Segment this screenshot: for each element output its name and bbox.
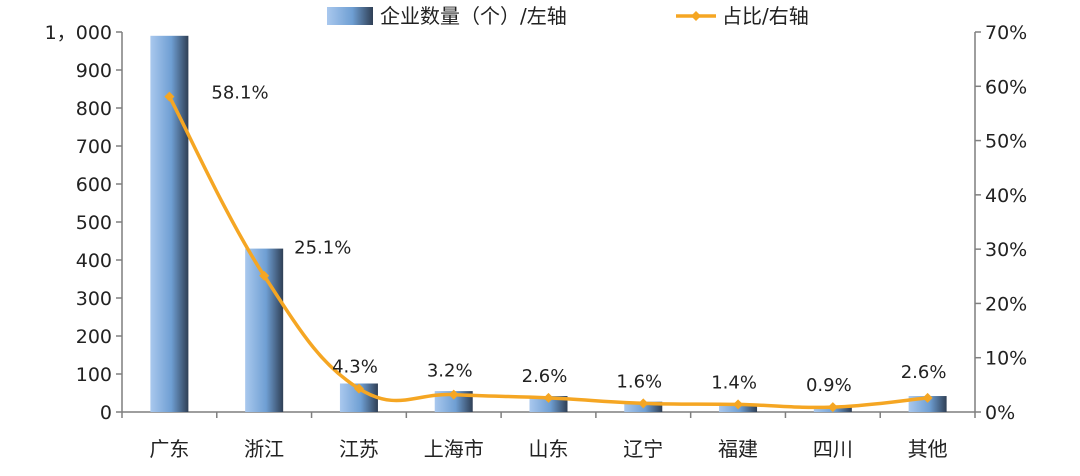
left-axis-tick-label: 900: [76, 60, 112, 82]
share-point-江苏: [353, 383, 364, 394]
share-point-浙江: [259, 270, 270, 281]
legend-line-label: 占比/右轴: [722, 4, 809, 28]
right-axis-tick-label: 40%: [985, 185, 1027, 207]
axes-group: 0 100 200 300 400 500 600 700 800 900 1，000 0% 10% 20…: [45, 22, 1028, 461]
share-point-福建: [733, 399, 744, 410]
share-data-label: 25.1%: [294, 238, 351, 259]
left-axis-tick-label: 100: [76, 364, 112, 386]
right-axis-tick-label: 20%: [985, 293, 1027, 315]
x-axis-category-label: 上海市: [424, 437, 484, 461]
x-axis-category-label: 辽宁: [623, 437, 663, 461]
left-axis-tick-label: 500: [76, 212, 112, 234]
left-axis-tick-label: 1，000: [45, 22, 112, 44]
legend-bar-swatch: [327, 7, 373, 25]
left-axis-tick-label: 200: [76, 326, 112, 348]
right-axis-tick-label: 60%: [985, 76, 1027, 98]
share-data-label: 58.1%: [211, 83, 268, 104]
share-data-label: 1.6%: [616, 371, 662, 392]
share-data-label: 1.4%: [711, 372, 757, 393]
x-axis-category-label: 四川: [813, 437, 853, 461]
share-data-label: 4.3%: [332, 357, 378, 378]
left-axis-tick-label: 700: [76, 136, 112, 158]
legend: 企业数量（个）/左轴 占比/右轴: [327, 4, 809, 28]
share-point-广东: [164, 91, 175, 102]
left-axis-tick-label: 300: [76, 288, 112, 310]
labels-group: 58.1% 25.1% 4.3% 3.2% 2.6% 1.6% 1.4% 0.9% 2.6%: [211, 83, 946, 397]
left-axis-tick-label: 0: [100, 402, 112, 424]
legend-bar-label: 企业数量（个）/左轴: [380, 4, 567, 28]
x-axis-category-label: 其他: [908, 437, 948, 461]
share-point-其他: [922, 392, 933, 403]
share-point-山东: [543, 392, 554, 403]
share-data-label: 0.9%: [806, 375, 852, 396]
x-axis-category-label: 广东: [149, 437, 189, 461]
x-axis-category-label: 福建: [718, 437, 758, 461]
share-data-label: 2.6%: [522, 366, 568, 387]
right-axis-tick-label: 70%: [985, 22, 1027, 44]
right-axis-tick-label: 30%: [985, 239, 1027, 261]
share-point-四川: [827, 402, 838, 413]
x-axis-category-label: 江苏: [339, 437, 379, 461]
share-point-上海市: [448, 389, 459, 400]
x-axis-category-label: 浙江: [244, 437, 284, 461]
share-data-label: 3.2%: [427, 361, 473, 382]
right-axis-tick-label: 50%: [985, 131, 1027, 153]
right-axis-tick-label: 0%: [985, 402, 1015, 424]
legend-line-marker: [691, 11, 701, 21]
x-axis-category-label: 山东: [529, 437, 569, 461]
bars-group: [150, 35, 947, 413]
share-data-label: 2.6%: [901, 362, 947, 383]
left-axis-tick-label: 600: [76, 174, 112, 196]
left-axis-tick-label: 400: [76, 250, 112, 272]
left-axis-tick-label: 800: [76, 98, 112, 120]
right-axis-tick-label: 10%: [985, 348, 1027, 370]
line-group: [164, 91, 933, 413]
share-point-辽宁: [638, 398, 649, 409]
